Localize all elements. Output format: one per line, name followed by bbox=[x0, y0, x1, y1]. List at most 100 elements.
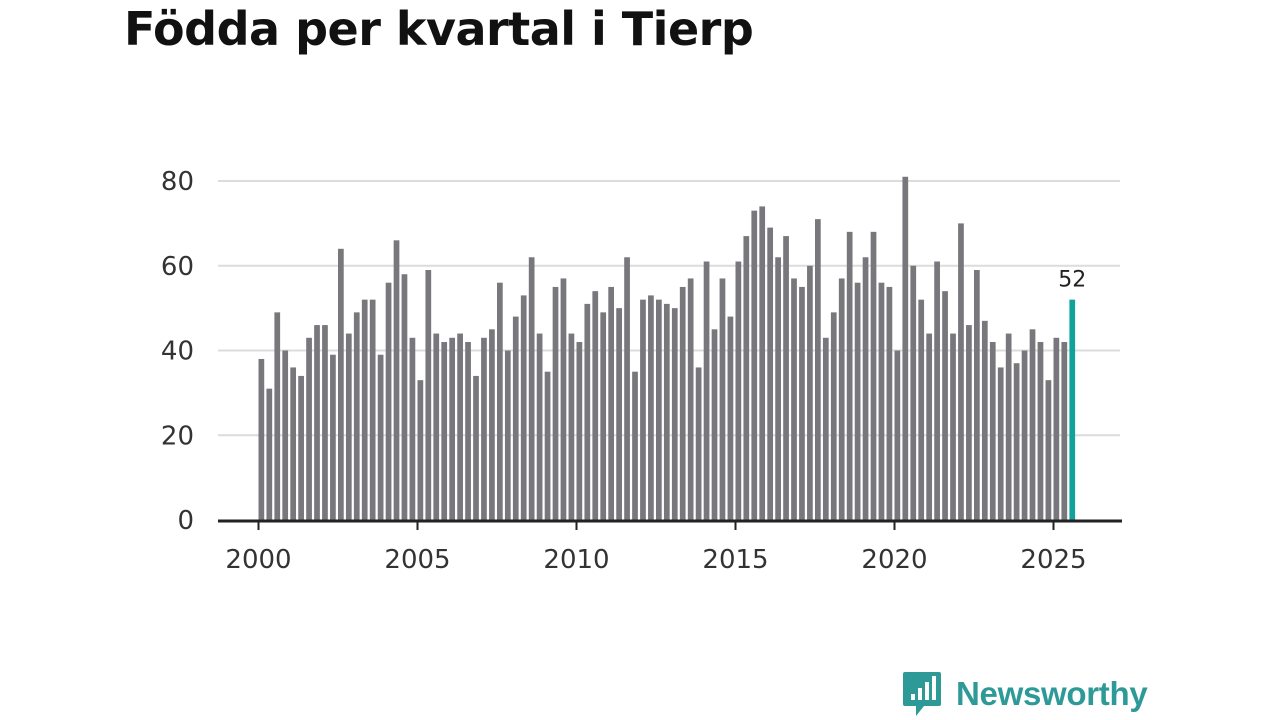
bar bbox=[1005, 333, 1012, 520]
bar bbox=[918, 299, 925, 520]
bar bbox=[409, 337, 416, 520]
x-tick-label: 2020 bbox=[861, 545, 927, 575]
bar bbox=[298, 375, 304, 520]
y-tick-label: 80 bbox=[161, 167, 194, 197]
bar bbox=[322, 325, 328, 520]
y-axis-labels: 0 20 40 60 80 bbox=[161, 167, 194, 536]
bar bbox=[608, 286, 615, 520]
bar bbox=[361, 299, 368, 520]
bar bbox=[441, 342, 448, 520]
bar bbox=[989, 342, 996, 520]
bar bbox=[568, 333, 575, 520]
bar bbox=[552, 286, 559, 520]
bar bbox=[584, 303, 591, 520]
chart-title: Födda per kvartal i Tierp bbox=[124, 2, 754, 56]
bar bbox=[345, 333, 352, 520]
bar bbox=[934, 261, 940, 520]
bar bbox=[703, 261, 710, 520]
bar bbox=[528, 257, 535, 520]
annotations: 52 bbox=[1058, 268, 1086, 293]
bar bbox=[966, 325, 972, 520]
bar bbox=[838, 278, 845, 520]
y-tick-label: 20 bbox=[161, 421, 194, 451]
bar bbox=[950, 333, 956, 520]
bar bbox=[497, 282, 503, 520]
bar bbox=[743, 236, 750, 520]
bar bbox=[282, 350, 289, 520]
bar bbox=[425, 269, 432, 520]
brand-name: Newsworthy bbox=[956, 675, 1148, 712]
bar bbox=[314, 325, 320, 520]
bar bbox=[663, 303, 670, 520]
bar bbox=[1021, 350, 1028, 520]
bar bbox=[735, 261, 742, 520]
bar bbox=[1013, 363, 1020, 520]
x-tick-label: 2015 bbox=[702, 545, 768, 575]
bar bbox=[671, 308, 678, 521]
bar bbox=[385, 282, 392, 520]
bar bbox=[433, 333, 440, 520]
bar bbox=[862, 257, 869, 520]
bar bbox=[576, 342, 583, 520]
bars bbox=[258, 176, 1076, 521]
y-tick-label: 60 bbox=[161, 252, 194, 282]
bar bbox=[266, 388, 273, 520]
bar bbox=[822, 337, 829, 520]
bar bbox=[894, 350, 901, 520]
y-tick-label: 40 bbox=[161, 337, 194, 367]
bar bbox=[338, 248, 344, 521]
last-value-label: 52 bbox=[1058, 268, 1086, 293]
bar bbox=[648, 295, 654, 520]
bar bbox=[377, 354, 384, 520]
bar bbox=[592, 291, 599, 520]
bar bbox=[751, 210, 758, 520]
bar bbox=[274, 312, 281, 520]
bar bbox=[902, 176, 909, 520]
bar bbox=[687, 278, 694, 520]
newsworthy-logo: Newsworthy bbox=[902, 670, 1148, 718]
bar bbox=[942, 291, 948, 520]
bar bbox=[711, 329, 718, 520]
bar bbox=[520, 295, 527, 520]
bar bbox=[799, 286, 805, 520]
bar bbox=[640, 299, 646, 520]
bar bbox=[306, 337, 312, 520]
bar bbox=[1029, 329, 1036, 520]
bar-highlight bbox=[1069, 299, 1076, 520]
bar bbox=[656, 299, 662, 520]
bar bbox=[759, 206, 766, 520]
bar bbox=[465, 342, 471, 520]
bar bbox=[449, 337, 456, 520]
bar bbox=[600, 312, 607, 520]
bar bbox=[481, 337, 487, 520]
x-tick-label: 2025 bbox=[1020, 545, 1086, 575]
bar bbox=[870, 231, 877, 520]
bar bbox=[489, 329, 495, 520]
x-axis-labels: 2000 2005 2010 2015 2020 2025 bbox=[225, 545, 1086, 575]
bar bbox=[353, 312, 360, 520]
bar bbox=[695, 367, 702, 520]
bar bbox=[807, 265, 813, 520]
bar bbox=[393, 240, 400, 520]
bar bbox=[783, 236, 789, 520]
bar bbox=[815, 219, 821, 520]
bar bbox=[830, 312, 837, 520]
x-axis-ticks bbox=[257, 522, 1055, 530]
bar bbox=[1053, 337, 1060, 520]
y-tick-label: 0 bbox=[177, 506, 194, 536]
bar bbox=[504, 350, 511, 520]
bar bbox=[258, 358, 265, 520]
bar bbox=[290, 367, 297, 520]
bar bbox=[1061, 342, 1068, 520]
bar bbox=[791, 278, 797, 520]
bar bbox=[997, 367, 1004, 520]
bar bbox=[1045, 380, 1052, 520]
bar bbox=[974, 269, 980, 520]
bar bbox=[878, 282, 885, 520]
bar bbox=[369, 299, 376, 520]
bar bbox=[401, 274, 408, 520]
bar bbox=[846, 231, 853, 520]
bar bbox=[512, 316, 519, 520]
bar bbox=[926, 333, 933, 520]
